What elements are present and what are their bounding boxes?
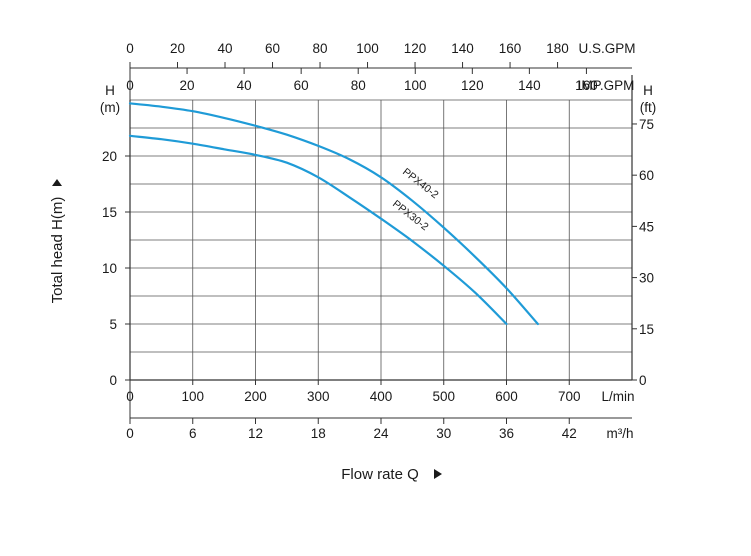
y-axis-arrow-icon bbox=[52, 179, 62, 186]
y-axis-title: Total head H(m) bbox=[49, 197, 66, 304]
usgpm-tick-label: 20 bbox=[170, 41, 185, 56]
impgpm-tick-label: 60 bbox=[294, 78, 309, 93]
m3h-tick-label: 6 bbox=[189, 426, 197, 441]
grid bbox=[129, 99, 633, 381]
x-tick-label: 400 bbox=[370, 389, 393, 404]
impgpm-tick-label: 80 bbox=[351, 78, 366, 93]
usgpm-unit-label: U.S.GPM bbox=[578, 41, 635, 56]
ft-tick-label: 60 bbox=[639, 168, 654, 183]
ft-tick-label: 30 bbox=[639, 271, 654, 286]
x-tick-label: 100 bbox=[181, 389, 204, 404]
y-tick-label: 15 bbox=[102, 205, 117, 220]
y-unit-top: H bbox=[105, 83, 115, 98]
usgpm-tick-label: 100 bbox=[356, 41, 379, 56]
y-unit-bottom: (m) bbox=[100, 100, 120, 115]
ft-tick-label: 0 bbox=[639, 373, 647, 388]
impgpm-unit-label: IMP.GPM bbox=[578, 78, 635, 93]
x-axis-title: Flow rate Q bbox=[341, 466, 419, 483]
ft-unit-top: H bbox=[643, 83, 653, 98]
x-tick-label: 700 bbox=[558, 389, 581, 404]
axis-scales: 0 100 200 300 400 500 600 700 L/min05101520H(m)0… bbox=[100, 41, 656, 441]
y-tick-label: 5 bbox=[109, 317, 117, 332]
m3h-tick-label: 30 bbox=[436, 426, 451, 441]
impgpm-tick-label: 160 bbox=[575, 78, 598, 93]
curves bbox=[128, 102, 539, 326]
impgpm-tick-label: 40 bbox=[237, 78, 252, 93]
x-axis-arrow-icon bbox=[434, 469, 442, 479]
x-tick-label: 300 bbox=[307, 389, 330, 404]
m3h-unit-label: m³/h bbox=[607, 426, 634, 441]
ft-tick-label: 15 bbox=[639, 322, 654, 337]
usgpm-tick-label: 60 bbox=[265, 41, 280, 56]
usgpm-tick-label: 140 bbox=[451, 41, 474, 56]
curve-ppx40-2 bbox=[128, 102, 539, 326]
m3h-tick-label: 12 bbox=[248, 426, 263, 441]
x-tick-label: 500 bbox=[432, 389, 455, 404]
x-unit-label: L/min bbox=[601, 389, 634, 404]
y-tick-label: 10 bbox=[102, 261, 117, 276]
impgpm-tick-label: 140 bbox=[518, 78, 541, 93]
usgpm-tick-label: 40 bbox=[217, 41, 232, 56]
usgpm-tick-label: 180 bbox=[546, 41, 569, 56]
x-tick-label: 0 bbox=[126, 389, 134, 404]
impgpm-tick-label: 0 bbox=[126, 78, 134, 93]
m3h-tick-label: 24 bbox=[373, 426, 389, 441]
impgpm-tick-label: 100 bbox=[404, 78, 427, 93]
usgpm-tick-label: 0 bbox=[126, 41, 134, 56]
x-tick-label: 600 bbox=[495, 389, 518, 404]
y-tick-label: 20 bbox=[102, 149, 117, 164]
m3h-tick-label: 18 bbox=[311, 426, 326, 441]
impgpm-tick-label: 20 bbox=[180, 78, 195, 93]
m3h-tick-label: 0 bbox=[126, 426, 134, 441]
y-tick-label: 0 bbox=[109, 373, 117, 388]
series-label-ppx30-2: PPX30-2 bbox=[390, 198, 431, 233]
impgpm-tick-label: 120 bbox=[461, 78, 484, 93]
m3h-tick-label: 36 bbox=[499, 426, 514, 441]
ft-tick-label: 75 bbox=[639, 117, 654, 132]
usgpm-tick-label: 120 bbox=[404, 41, 427, 56]
x-tick-label: 200 bbox=[244, 389, 267, 404]
ft-unit-bottom: (ft) bbox=[640, 100, 657, 115]
m3h-tick-label: 42 bbox=[562, 426, 577, 441]
ft-tick-label: 45 bbox=[639, 219, 654, 234]
usgpm-tick-label: 80 bbox=[313, 41, 328, 56]
usgpm-tick-label: 160 bbox=[499, 41, 522, 56]
curve-ppx30-2 bbox=[128, 134, 508, 326]
